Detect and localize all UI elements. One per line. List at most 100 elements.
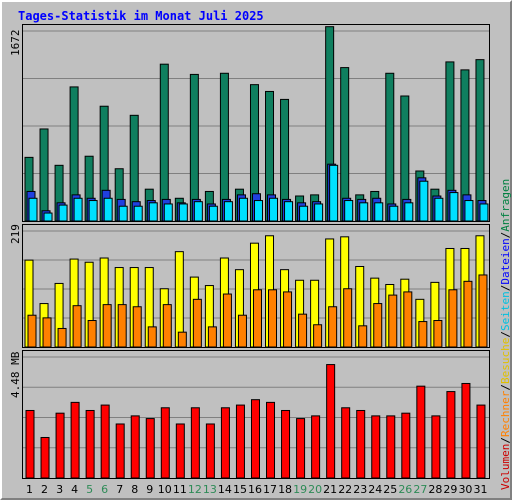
day-label-1: 1 xyxy=(26,483,34,496)
bar-rechner-day-2 xyxy=(42,317,52,348)
bar-anfragen-day-10 xyxy=(159,63,169,222)
bar-volumen-day-16 xyxy=(250,399,260,479)
legend-item-volumen: Volumen xyxy=(499,443,512,490)
day-label-29: 29 xyxy=(443,483,458,496)
day-label-23: 23 xyxy=(353,483,368,496)
bar-volumen-day-14 xyxy=(220,407,230,479)
bar-seiten-day-14 xyxy=(223,201,233,222)
legend-separator: / xyxy=(499,437,512,444)
bar-volumen-day-12 xyxy=(190,407,200,479)
bar-volumen-day-18 xyxy=(281,409,291,479)
bar-seiten-day-15 xyxy=(238,197,248,222)
bar-seiten-day-16 xyxy=(253,200,263,222)
day-label-5: 5 xyxy=(86,483,94,496)
legend-separator: / xyxy=(499,284,512,292)
bar-volumen-day-17 xyxy=(266,401,276,479)
bar-seiten-day-18 xyxy=(284,201,294,222)
bar-seiten-day-13 xyxy=(208,205,218,222)
bar-rechner-day-23 xyxy=(358,325,368,348)
bar-rechner-day-31 xyxy=(478,274,488,348)
day-label-31: 31 xyxy=(473,483,488,496)
bar-rechner-day-29 xyxy=(448,289,458,348)
legend-separator: / xyxy=(499,231,512,239)
day-label-25: 25 xyxy=(383,483,398,496)
bar-rechner-day-20 xyxy=(313,324,323,348)
bar-rechner-day-13 xyxy=(207,326,217,348)
bar-rechner-day-19 xyxy=(298,313,308,348)
bar-volumen-day-7 xyxy=(115,423,125,479)
bar-volumen-day-28 xyxy=(431,415,441,479)
day-label-24: 24 xyxy=(368,483,383,496)
legend-separator: / xyxy=(499,331,512,338)
bar-volumen-day-4 xyxy=(70,401,80,479)
bar-volumen-day-1 xyxy=(25,409,35,479)
day-label-14: 14 xyxy=(217,483,232,496)
bar-volumen-day-30 xyxy=(461,382,471,479)
bar-rechner-day-12 xyxy=(192,298,202,348)
day-label-6: 6 xyxy=(101,483,109,496)
bar-rechner-day-1 xyxy=(27,314,37,348)
day-label-18: 18 xyxy=(278,483,293,496)
bar-seiten-day-9 xyxy=(148,202,158,222)
chart-title: Tages-Statistik im Monat Juli 2025 xyxy=(18,9,264,23)
bar-volumen-day-21 xyxy=(326,364,336,479)
bar-seiten-day-22 xyxy=(344,200,354,222)
bar-rechner-day-17 xyxy=(268,289,278,348)
bar-seiten-day-1 xyxy=(28,197,38,222)
bar-rechner-day-15 xyxy=(237,314,247,348)
bar-rechner-day-25 xyxy=(388,294,398,348)
legend-item-seiten: Seiten xyxy=(499,291,512,332)
bar-volumen-day-19 xyxy=(296,418,306,479)
bar-seiten-day-30 xyxy=(464,200,474,222)
bar-seiten-day-25 xyxy=(389,205,399,222)
bar-seiten-day-2 xyxy=(43,212,53,222)
bar-seiten-day-8 xyxy=(133,205,143,222)
bar-rechner-day-10 xyxy=(162,304,172,348)
bar-volumen-day-9 xyxy=(145,418,155,479)
chart-legend: Volumen/Rechner/Besuche/Seiten/Dateien/A… xyxy=(499,179,512,490)
bar-volumen-day-23 xyxy=(356,409,366,479)
day-label-30: 30 xyxy=(458,483,473,496)
bar-volumen-day-8 xyxy=(130,415,140,479)
bar-volumen-day-3 xyxy=(55,412,65,479)
day-label-10: 10 xyxy=(157,483,172,496)
bar-volumen-day-10 xyxy=(160,407,170,479)
bar-rechner-day-16 xyxy=(252,289,262,348)
bar-volumen-day-29 xyxy=(446,391,456,479)
bar-seiten-day-5 xyxy=(88,200,98,222)
bar-anfragen-day-14 xyxy=(219,72,229,222)
day-label-8: 8 xyxy=(131,483,139,496)
bar-volumen-day-11 xyxy=(175,423,185,479)
bar-volumen-day-25 xyxy=(386,415,396,479)
day-label-4: 4 xyxy=(71,483,79,496)
day-label-9: 9 xyxy=(146,483,154,496)
bar-volumen-day-20 xyxy=(311,415,321,479)
panel-volume xyxy=(22,350,490,479)
bar-rechner-day-21 xyxy=(328,306,338,348)
bar-rechner-day-28 xyxy=(433,320,443,348)
day-label-12: 12 xyxy=(187,483,202,496)
bar-anfragen-day-2 xyxy=(39,128,49,222)
bar-rechner-day-9 xyxy=(147,326,157,348)
day-label-26: 26 xyxy=(398,483,413,496)
bar-seiten-day-20 xyxy=(314,203,324,222)
bar-seiten-day-3 xyxy=(58,204,68,222)
bar-seiten-day-21 xyxy=(329,164,339,222)
day-label-27: 27 xyxy=(413,483,428,496)
day-label-16: 16 xyxy=(248,483,262,496)
legend-item-rechner: Rechner xyxy=(499,390,512,438)
bar-rechner-day-11 xyxy=(177,331,187,348)
day-label-3: 3 xyxy=(56,483,64,496)
bar-rechner-day-26 xyxy=(403,291,413,348)
panel-visits-hosts xyxy=(22,224,490,348)
y-max-label-volume: 4.48 MB xyxy=(9,351,22,398)
bar-anfragen-day-25 xyxy=(385,72,395,222)
bar-volumen-day-27 xyxy=(416,385,426,479)
bar-rechner-day-18 xyxy=(283,291,293,348)
bar-volumen-day-5 xyxy=(85,409,95,479)
bar-rechner-day-5 xyxy=(87,320,97,348)
bar-rechner-day-3 xyxy=(57,327,67,348)
chart-visits-hosts xyxy=(23,230,489,348)
day-label-20: 20 xyxy=(308,483,323,496)
bar-volumen-day-22 xyxy=(341,407,351,479)
